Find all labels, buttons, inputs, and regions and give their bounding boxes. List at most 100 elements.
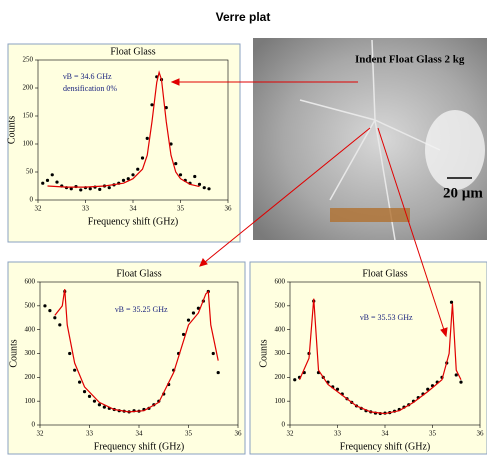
- cracks: [299, 39, 441, 241]
- data-point: [136, 167, 140, 171]
- x-tick-label: 33: [334, 430, 342, 438]
- data-point: [58, 323, 62, 327]
- chart-panel: Float Glass Frequency shift (GHz) Counts 32…: [7, 261, 246, 455]
- data-point: [202, 186, 206, 190]
- y-tick-label: 300: [275, 349, 286, 357]
- data-point: [50, 173, 54, 177]
- data-point: [78, 380, 82, 384]
- data-point: [79, 188, 83, 192]
- data-point: [82, 390, 87, 394]
- data-point: [293, 378, 297, 382]
- x-tick-label: 32: [35, 205, 43, 213]
- y-tick-label: 500: [25, 301, 36, 309]
- chart-title: Float Glass: [362, 268, 407, 279]
- data-point: [145, 136, 149, 140]
- plot-frame: [289, 281, 481, 426]
- arrow: [204, 127, 371, 263]
- x-tick-label: 36: [477, 430, 485, 438]
- x-tick-label: 35: [185, 430, 193, 438]
- fit-line: [47, 70, 200, 188]
- x-tick-label: 33: [86, 430, 94, 438]
- y-axis-label: Counts: [258, 339, 269, 367]
- x-tick-label: 34: [136, 430, 144, 438]
- data-point: [169, 142, 173, 146]
- y-tick-label: 500: [275, 301, 286, 309]
- y-tick-label: 200: [23, 84, 34, 92]
- y-tick-label: 600: [25, 278, 36, 286]
- y-tick-label: 0: [32, 421, 36, 429]
- chart-title: Float Glass: [110, 46, 155, 57]
- data-point: [131, 173, 135, 177]
- x-tick-label: 34: [130, 205, 138, 213]
- data-point: [107, 186, 111, 190]
- slide-title: Verre plat: [216, 10, 271, 24]
- y-tick-label: 0: [282, 421, 286, 429]
- x-tick-label: 35: [429, 430, 437, 438]
- data-point: [186, 318, 191, 322]
- y-tick-label: 300: [25, 349, 36, 357]
- charts: Float Glass Frequency shift (GHz) Counts 32…: [6, 43, 487, 455]
- data-point: [87, 394, 92, 398]
- micrograph: Indent Float Glass 2 kg 20 µm: [253, 38, 487, 241]
- y-tick-label: 200: [25, 373, 36, 381]
- data-point: [449, 300, 454, 304]
- data-point: [181, 332, 186, 337]
- x-axis-label: Frequency shift (GHz): [88, 216, 179, 227]
- x-tick-label: 32: [287, 430, 295, 438]
- data-point: [216, 370, 220, 375]
- data-point: [45, 178, 50, 182]
- data-point: [73, 368, 77, 372]
- image-caption: Indent Float Glass 2 kg: [355, 54, 465, 66]
- x-tick-label: 33: [82, 205, 90, 213]
- data-point: [121, 178, 126, 182]
- data-point: [178, 173, 183, 177]
- data-point: [48, 309, 52, 313]
- scale-label: 20 µm: [443, 185, 483, 201]
- x-axis-label: Frequency shift (GHz): [340, 441, 431, 452]
- x-tick-label: 35: [177, 205, 185, 213]
- data-point: [335, 387, 340, 391]
- data-point: [207, 187, 211, 191]
- x-axis-label: Frequency shift (GHz): [94, 441, 185, 452]
- data-point: [126, 177, 130, 181]
- arrowhead: [199, 258, 208, 267]
- data-point: [88, 187, 92, 191]
- y-tick-label: 100: [275, 397, 286, 405]
- data-point: [454, 373, 458, 377]
- data-point: [193, 174, 197, 179]
- chart-title: Float Glass: [116, 268, 161, 279]
- fit-line: [54, 289, 219, 413]
- chart-panel: Float Glass Frequency shift (GHz) Counts 32…: [249, 261, 487, 455]
- data-point: [53, 316, 57, 320]
- data-point: [41, 181, 45, 185]
- y-axis-label: Counts: [6, 116, 17, 144]
- fit-line: [298, 298, 462, 415]
- y-tick-label: 100: [23, 140, 34, 148]
- arrowhead: [170, 78, 180, 86]
- y-tick-label: 600: [275, 278, 286, 286]
- y-tick-label: 250: [23, 56, 34, 64]
- data-point: [196, 306, 200, 310]
- data-point: [55, 180, 59, 184]
- data-point: [98, 187, 102, 191]
- x-tick-label: 36: [225, 205, 233, 213]
- x-tick-label: 36: [235, 430, 243, 438]
- data-point: [68, 351, 72, 356]
- data-point: [211, 351, 215, 356]
- data-point: [164, 106, 168, 110]
- y-tick-label: 50: [26, 168, 34, 176]
- chart-panel: Float Glass Frequency shift (GHz) Counts 32…: [6, 43, 241, 243]
- arrow: [377, 127, 445, 331]
- data-point: [174, 162, 178, 166]
- annotation: densification 0%: [63, 84, 117, 93]
- arrows: [170, 78, 448, 338]
- x-tick-label: 34: [382, 430, 390, 438]
- timestamp: [330, 208, 410, 222]
- data-point: [459, 380, 463, 384]
- annotation: νB = 35.25 GHz: [115, 305, 168, 314]
- data-point: [426, 387, 430, 391]
- data-point: [69, 187, 73, 191]
- arrowhead: [440, 327, 448, 338]
- data-point: [140, 156, 145, 160]
